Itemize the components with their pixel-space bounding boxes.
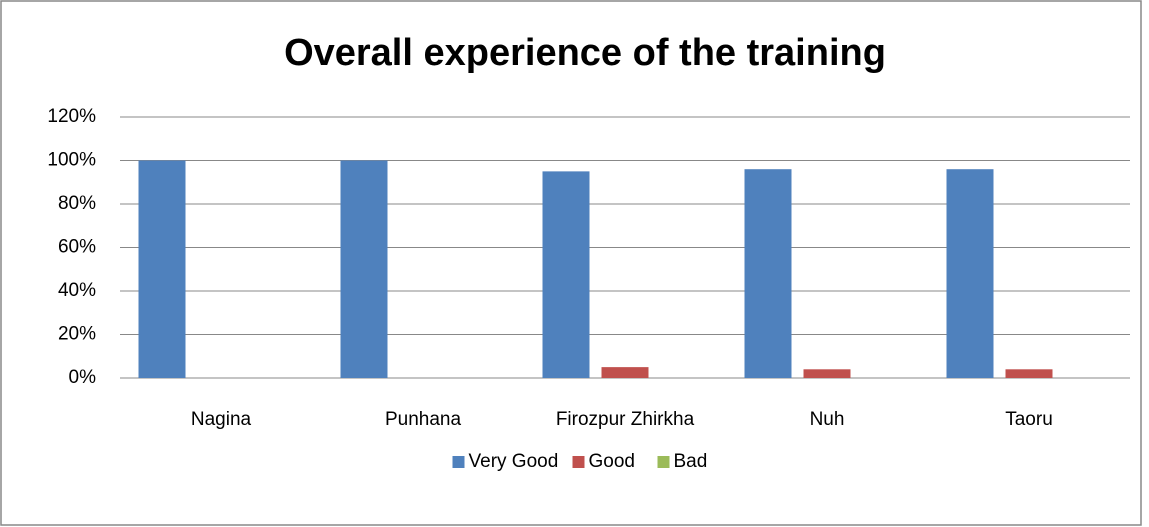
bar [138, 160, 186, 378]
legend-swatch [452, 456, 465, 468]
legend-label: Good [589, 451, 635, 472]
bar [744, 169, 792, 378]
y-tick-label: 60% [58, 237, 96, 258]
y-tick-label: 100% [47, 150, 96, 171]
y-tick-label: 80% [58, 193, 96, 214]
bar [542, 171, 590, 378]
y-tick-label: 20% [58, 324, 96, 345]
x-tick-label: Taoru [1005, 409, 1053, 430]
chart-title: Overall experience of the training [284, 32, 886, 74]
bar [946, 169, 994, 378]
y-tick-label: 0% [69, 367, 97, 388]
bar [340, 160, 388, 378]
x-tick-label: Nagina [191, 409, 252, 430]
y-tick-label: 120% [47, 106, 96, 127]
legend-label: Very Good [469, 451, 559, 472]
x-tick-label: Nuh [810, 409, 845, 430]
legend-label: Bad [674, 451, 708, 472]
x-tick-label: Punhana [385, 409, 462, 430]
y-tick-label: 40% [58, 280, 96, 301]
legend-swatch [657, 456, 670, 468]
bar [803, 369, 851, 378]
legend-swatch [572, 456, 585, 468]
bar [1005, 369, 1053, 378]
bar [601, 367, 649, 378]
x-tick-label: Firozpur Zhirkha [556, 409, 695, 430]
